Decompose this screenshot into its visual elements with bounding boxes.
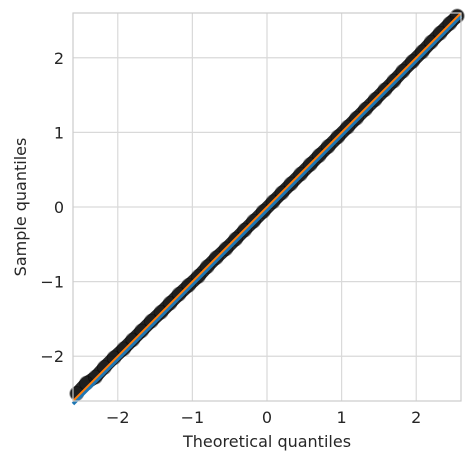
fit-line-blue — [71, 14, 463, 406]
y-tick-label: −1 — [40, 273, 64, 292]
x-tick-label: −2 — [106, 408, 130, 427]
reference-lines — [71, 12, 463, 406]
y-tick-label: 2 — [54, 49, 64, 68]
y-axis-label: Sample quantiles — [11, 138, 30, 277]
x-axis-label: Theoretical quantiles — [182, 432, 351, 451]
y-axis-ticks: −2 −1 0 1 2 — [40, 49, 64, 366]
y-tick-label: −2 — [40, 347, 64, 366]
reference-line-orange — [72, 12, 462, 402]
y-tick-label: 0 — [54, 198, 64, 217]
x-tick-label: 2 — [411, 408, 421, 427]
y-tick-label: 1 — [54, 123, 64, 142]
x-axis-ticks: −2 −1 0 1 2 — [106, 408, 421, 427]
plot-frame — [72, 12, 462, 402]
x-tick-label: 1 — [337, 408, 347, 427]
x-tick-label: 0 — [262, 408, 272, 427]
x-tick-label: −1 — [181, 408, 205, 427]
